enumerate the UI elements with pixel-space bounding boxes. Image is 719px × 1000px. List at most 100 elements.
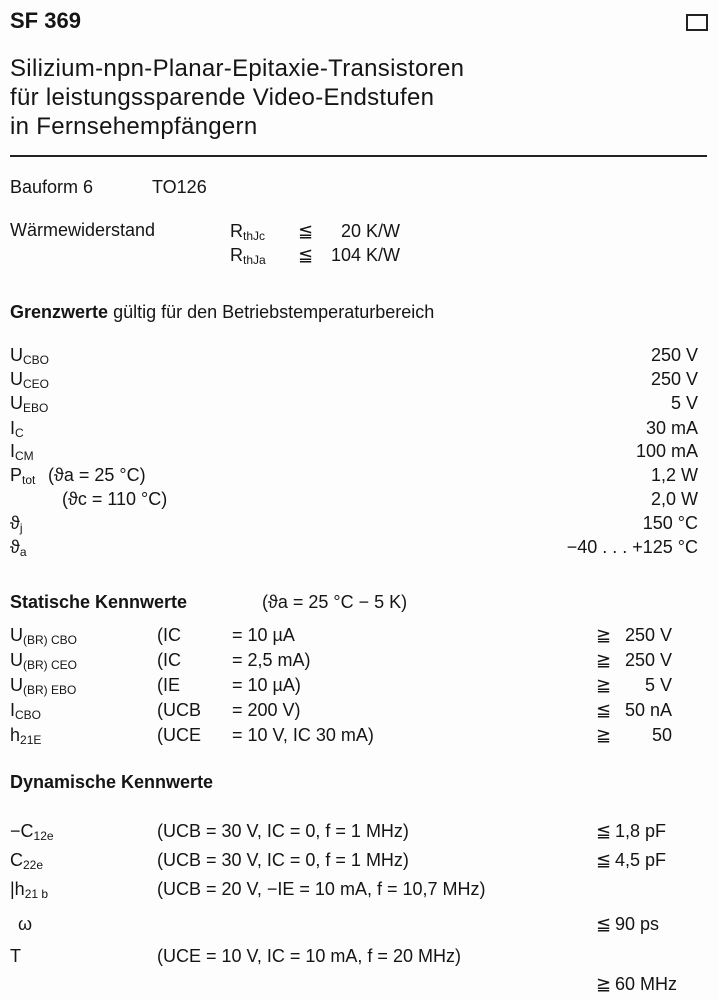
static-value: 250 V — [624, 650, 672, 670]
symbol-main: I — [10, 418, 16, 438]
symbol-main: U — [10, 675, 23, 695]
symbol-main: |h — [10, 879, 25, 899]
condition-param: (IC — [157, 625, 181, 645]
symbol-main: R — [230, 221, 243, 241]
symbol: UEBO — [10, 393, 48, 415]
limit-value: 100 mA — [635, 441, 698, 461]
subtitle-line: Silizium-npn-Planar-Epitaxie-Transistore… — [10, 55, 465, 82]
condition-value: = 2,5 mA) — [232, 650, 311, 670]
relation-sign: ≧ — [596, 725, 612, 745]
static-value: 5 V — [644, 675, 672, 695]
condition: (UCB = 20 V, −IE = 10 mA, f = 10,7 MHz) — [157, 879, 486, 899]
dynamic-value: 4,5 pF — [615, 850, 667, 870]
condition: (UCB = 30 V, IC = 0, f = 1 MHz) — [157, 821, 409, 841]
limit-value: 150 °C — [642, 513, 698, 533]
symbol-main: U — [10, 345, 23, 365]
condition-param: (IC — [157, 650, 181, 670]
symbol-main: ω — [18, 914, 33, 934]
condition-param: (UCB — [157, 700, 201, 720]
symbol-main: ϑ — [10, 513, 20, 533]
condition-value: = 10 V, IC 30 mA) — [232, 725, 374, 745]
limit-value: 5 V — [670, 393, 698, 413]
condition-param: (IE — [157, 675, 181, 695]
symbol: ICM — [10, 441, 34, 463]
symbol: T — [10, 946, 21, 968]
relation-sign: ≧ — [596, 974, 612, 994]
condition-value: = 200 V) — [232, 700, 301, 720]
limit-value: 2,0 W — [650, 489, 698, 509]
symbol: ICBO — [10, 700, 41, 722]
static-value: 250 V — [624, 625, 672, 645]
symbol: UCEO — [10, 369, 49, 391]
symbol-main: P — [10, 465, 23, 485]
symbol-subscript: (BR) CEO — [23, 658, 77, 672]
condition-value: = 10 µA — [232, 625, 295, 645]
thermal-value: 20 K/W — [340, 221, 400, 241]
symbol-main: C — [10, 850, 23, 870]
subtitle-line: für leistungssparende Video-Endstufen — [10, 84, 435, 111]
symbol-main: U — [10, 625, 23, 645]
condition: (UCB = 30 V, IC = 0, f = 1 MHz) — [157, 850, 409, 870]
document-title: SF 369 — [10, 8, 81, 33]
symbol-subscript: C — [15, 426, 24, 440]
symbol-subscript: CBO — [23, 353, 50, 367]
relation-sign: ≧ — [596, 650, 612, 670]
symbol: ϑa — [10, 537, 27, 559]
symbol-main: T — [10, 946, 21, 966]
symbol: −C12e — [10, 821, 54, 843]
symbol-subscript: (BR) EBO — [23, 683, 77, 697]
symbol: U(BR) CBO — [10, 625, 77, 647]
condition-value: = 10 µA) — [232, 675, 301, 695]
limit-value: 250 V — [650, 369, 698, 389]
symbol-subscript: thJc — [243, 229, 266, 243]
symbol: RthJc — [230, 221, 265, 243]
symbol-subscript: 21 b — [24, 887, 49, 901]
relation-sign: ≦ — [596, 850, 612, 870]
limits-heading-rest: gültig für den Betriebstemperaturbereich — [113, 302, 435, 322]
symbol-main: −C — [10, 821, 34, 841]
static-value: 50 nA — [624, 700, 672, 720]
package-label: TO126 — [152, 177, 207, 197]
symbol: U(BR) CEO — [10, 650, 77, 672]
relation-sign: ≦ — [596, 821, 612, 841]
symbol-main: U — [10, 650, 23, 670]
limits-heading-bold: Grenzwerte — [10, 302, 109, 322]
symbol-main: R — [230, 245, 243, 265]
condition: (ϑa = 25 °C) — [48, 465, 146, 485]
symbol-subscript: CBO — [15, 708, 42, 722]
symbol-main: I — [10, 700, 16, 720]
limits-heading: Grenzwerte gültig für den Betriebstemper… — [10, 302, 434, 323]
symbol-main: h — [10, 725, 21, 745]
dynamic-value: 1,8 pF — [615, 821, 667, 841]
thermal-label: Wärmewiderstand — [10, 220, 156, 240]
dynamic-value: 60 MHz — [615, 974, 678, 994]
symbol: RthJa — [230, 245, 266, 267]
symbol-main: I — [10, 441, 16, 461]
limit-value: −40 . . . +125 °C — [566, 537, 698, 557]
condition: (ϑc = 110 °C) — [62, 489, 168, 509]
symbol-subscript: 12e — [33, 829, 54, 843]
symbol-subscript: thJa — [243, 253, 266, 267]
symbol-subscript: CM — [15, 449, 34, 463]
symbol-main: U — [10, 369, 23, 389]
limit-value: 30 mA — [645, 418, 698, 438]
condition: (UCE = 10 V, IC = 10 mA, f = 20 MHz) — [157, 946, 461, 966]
bauform-label: Bauform 6 — [10, 177, 94, 197]
symbol: ω — [18, 914, 32, 936]
symbol: UCBO — [10, 345, 49, 367]
symbol-subscript: 21E — [20, 733, 42, 747]
symbol: U(BR) EBO — [10, 675, 76, 697]
symbol-subscript: CEO — [23, 377, 50, 391]
relation-sign: ≧ — [596, 625, 612, 645]
relation-sign: ≧ — [596, 675, 612, 695]
checkbox-square — [686, 14, 708, 31]
thermal-value: 104 K/W — [330, 245, 400, 265]
symbol: h21E — [10, 725, 41, 747]
symbol-subscript: j — [19, 521, 23, 535]
symbol: |h21 b — [10, 879, 48, 901]
static-condition: (ϑa = 25 °C − 5 K) — [262, 592, 408, 612]
symbol-main: ϑ — [10, 537, 20, 557]
static-heading: Statische Kennwerte — [10, 592, 188, 612]
relation-sign: ≦ — [596, 700, 612, 720]
